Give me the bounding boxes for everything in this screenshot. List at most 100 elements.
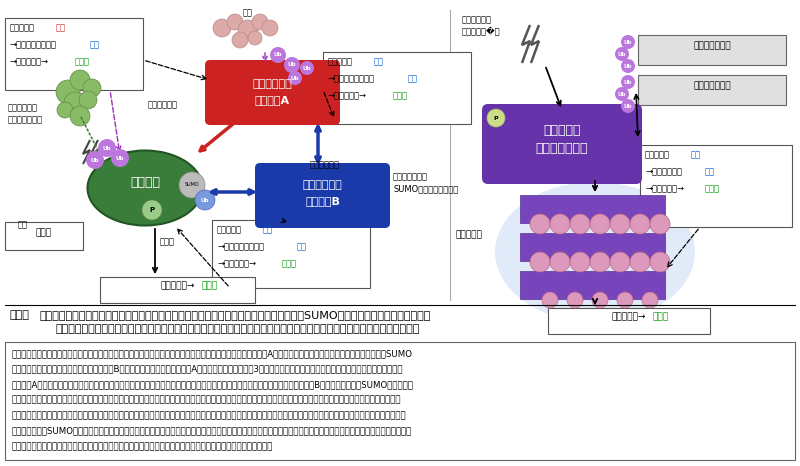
Circle shape bbox=[615, 47, 629, 61]
Circle shape bbox=[232, 32, 248, 48]
Text: →キナーゼ活性化の: →キナーゼ活性化の bbox=[217, 242, 264, 251]
Circle shape bbox=[542, 292, 558, 308]
Text: 阻害: 阻害 bbox=[56, 23, 66, 32]
Text: ユビキチン及びSUMO等の修飾とシグナル分子との相互作用を微調整することで，細胞生死といった生理応答が制御でき，癌治療等の新たな創薬標的となる．このような: ユビキチン及びSUMO等の修飾とシグナル分子との相互作用を微調整することで，細胞… bbox=[12, 426, 412, 436]
Bar bbox=[520, 271, 665, 299]
Text: Ub: Ub bbox=[618, 91, 626, 96]
Text: Ub: Ub bbox=[201, 198, 210, 203]
Text: →細胞死誘導→: →細胞死誘導→ bbox=[645, 184, 684, 193]
Circle shape bbox=[142, 200, 162, 220]
Text: 複合体形成: 複合体形成 bbox=[456, 230, 483, 239]
FancyBboxPatch shape bbox=[482, 104, 642, 184]
Text: →キナーゼ活性化の: →キナーゼ活性化の bbox=[328, 74, 375, 83]
Text: 癌抑制: 癌抑制 bbox=[202, 281, 218, 290]
Text: ユビキチン化: ユビキチン化 bbox=[253, 79, 292, 89]
Text: 活性化: 活性化 bbox=[160, 237, 175, 246]
Text: 促進: 促進 bbox=[297, 242, 307, 251]
Text: ユビキチン化: ユビキチン化 bbox=[310, 160, 340, 169]
Text: Ub: Ub bbox=[290, 75, 299, 81]
Circle shape bbox=[284, 57, 300, 73]
Text: Ub: Ub bbox=[116, 156, 124, 160]
Text: な新たな創薬治療標的としての分子間相互作用について，独自に見出したケミカルプローブを用いて制御したい．: な新たな創薬治療標的としての分子間相互作用について，独自に見出したケミカルプロー… bbox=[12, 442, 274, 451]
Text: 細胞内外から: 細胞内外から bbox=[8, 103, 38, 112]
Text: 促進: 促進 bbox=[374, 57, 384, 66]
Text: P: P bbox=[150, 207, 154, 213]
Bar bbox=[640, 145, 792, 227]
Text: Ub: Ub bbox=[302, 66, 311, 70]
Circle shape bbox=[270, 47, 286, 63]
Bar bbox=[638, 75, 786, 105]
Circle shape bbox=[111, 149, 129, 167]
Circle shape bbox=[590, 252, 610, 272]
Bar bbox=[548, 308, 710, 334]
Circle shape bbox=[621, 99, 635, 113]
Text: Ub: Ub bbox=[624, 63, 632, 69]
Text: 細胞の生死は，シグナル分子とユビキチン化関連酵素や，シグナル分子とユビキチン及びSUMO等の翻訳後修飾との相互作用で: 細胞の生死は，シグナル分子とユビキチン化関連酵素や，シグナル分子とユビキチン及び… bbox=[40, 310, 431, 320]
Circle shape bbox=[530, 252, 550, 272]
Circle shape bbox=[83, 79, 101, 97]
Text: 複合体構成分子: 複合体構成分子 bbox=[693, 81, 731, 90]
Ellipse shape bbox=[495, 182, 695, 322]
Circle shape bbox=[238, 20, 258, 40]
Text: 癌抑制: 癌抑制 bbox=[653, 312, 669, 321]
Text: デコーダー分子: デコーダー分子 bbox=[536, 142, 588, 155]
Text: のストレス�激: のストレス�激 bbox=[462, 27, 501, 36]
Text: 促進: 促進 bbox=[90, 40, 100, 49]
Text: 複合体構成分子: 複合体構成分子 bbox=[693, 41, 731, 50]
Circle shape bbox=[252, 14, 268, 30]
Circle shape bbox=[79, 91, 97, 109]
Text: Ub: Ub bbox=[624, 40, 632, 44]
Circle shape bbox=[195, 190, 215, 210]
Circle shape bbox=[567, 292, 583, 308]
Circle shape bbox=[248, 31, 262, 45]
Text: あるキナーゼの活性化で細胞死が誘導されて癌が抑制されるシグナル伝達系において，ユビキチン化関連酵素Aはその基質のキナーゼを分解し，逆にキナーゼのSUMO: あるキナーゼの活性化で細胞死が誘導されて癌が抑制されるシグナル伝達系において，ユ… bbox=[12, 349, 413, 358]
Text: ユビキチン: ユビキチン bbox=[543, 124, 581, 137]
Text: 癌抑制: 癌抑制 bbox=[393, 91, 408, 100]
Text: P: P bbox=[494, 116, 498, 121]
Text: Ub: Ub bbox=[274, 53, 282, 57]
Circle shape bbox=[650, 252, 670, 272]
Circle shape bbox=[621, 35, 635, 49]
Text: ユビキチン化: ユビキチン化 bbox=[302, 180, 342, 190]
Text: SUMO: SUMO bbox=[185, 183, 199, 187]
Circle shape bbox=[610, 252, 630, 272]
Text: 【図】: 【図】 bbox=[10, 310, 30, 320]
Text: SUMO化酵素などの促進: SUMO化酵素などの促進 bbox=[393, 184, 458, 193]
Circle shape bbox=[98, 139, 116, 157]
Text: Ub: Ub bbox=[90, 158, 99, 163]
Circle shape bbox=[617, 292, 633, 308]
Circle shape bbox=[530, 214, 550, 234]
Bar bbox=[100, 277, 255, 303]
Text: ユビキチン化や: ユビキチン化や bbox=[393, 172, 428, 181]
Circle shape bbox=[630, 214, 650, 234]
Text: 促進: 促進 bbox=[263, 225, 273, 234]
Text: Ub: Ub bbox=[102, 145, 111, 151]
Text: 分解: 分解 bbox=[243, 8, 253, 17]
Circle shape bbox=[70, 70, 90, 90]
FancyBboxPatch shape bbox=[205, 60, 340, 125]
Circle shape bbox=[592, 292, 608, 308]
Circle shape bbox=[550, 214, 570, 234]
Circle shape bbox=[227, 14, 243, 30]
Circle shape bbox=[179, 172, 205, 198]
Circle shape bbox=[570, 252, 590, 272]
Text: →キナーゼ活性化の: →キナーゼ活性化の bbox=[10, 40, 57, 49]
Text: 促進: 促進 bbox=[691, 150, 701, 159]
Text: 細胞死誘導→: 細胞死誘導→ bbox=[612, 312, 646, 321]
Text: →細胞死誘導→: →細胞死誘導→ bbox=[328, 91, 367, 100]
Bar bbox=[212, 220, 370, 288]
Text: 細胞死誘導→: 細胞死誘導→ bbox=[160, 281, 194, 290]
Text: →細胞死誘導→: →細胞死誘導→ bbox=[10, 57, 49, 66]
Circle shape bbox=[590, 214, 610, 234]
Circle shape bbox=[650, 214, 670, 234]
Text: 関連酵素Aの相互作用を阻害すれば，キナーゼの活性化が促進され，細胞死誘導によって癌が抑制できるし，ユビキチン化関連酵素Bとユビキチン及びSUMO等との相互: 関連酵素Aの相互作用を阻害すれば，キナーゼの活性化が促進され，細胞死誘導によって… bbox=[12, 380, 414, 389]
Text: Ub: Ub bbox=[288, 62, 296, 68]
Text: Ub: Ub bbox=[618, 52, 626, 56]
Text: 関連酵素B: 関連酵素B bbox=[305, 196, 340, 206]
Text: 相互作用の: 相互作用の bbox=[645, 150, 670, 159]
Bar bbox=[5, 342, 795, 460]
Bar bbox=[520, 233, 665, 261]
Circle shape bbox=[642, 292, 658, 308]
Text: 関連酵素A: 関連酵素A bbox=[255, 95, 290, 105]
Circle shape bbox=[487, 109, 505, 127]
